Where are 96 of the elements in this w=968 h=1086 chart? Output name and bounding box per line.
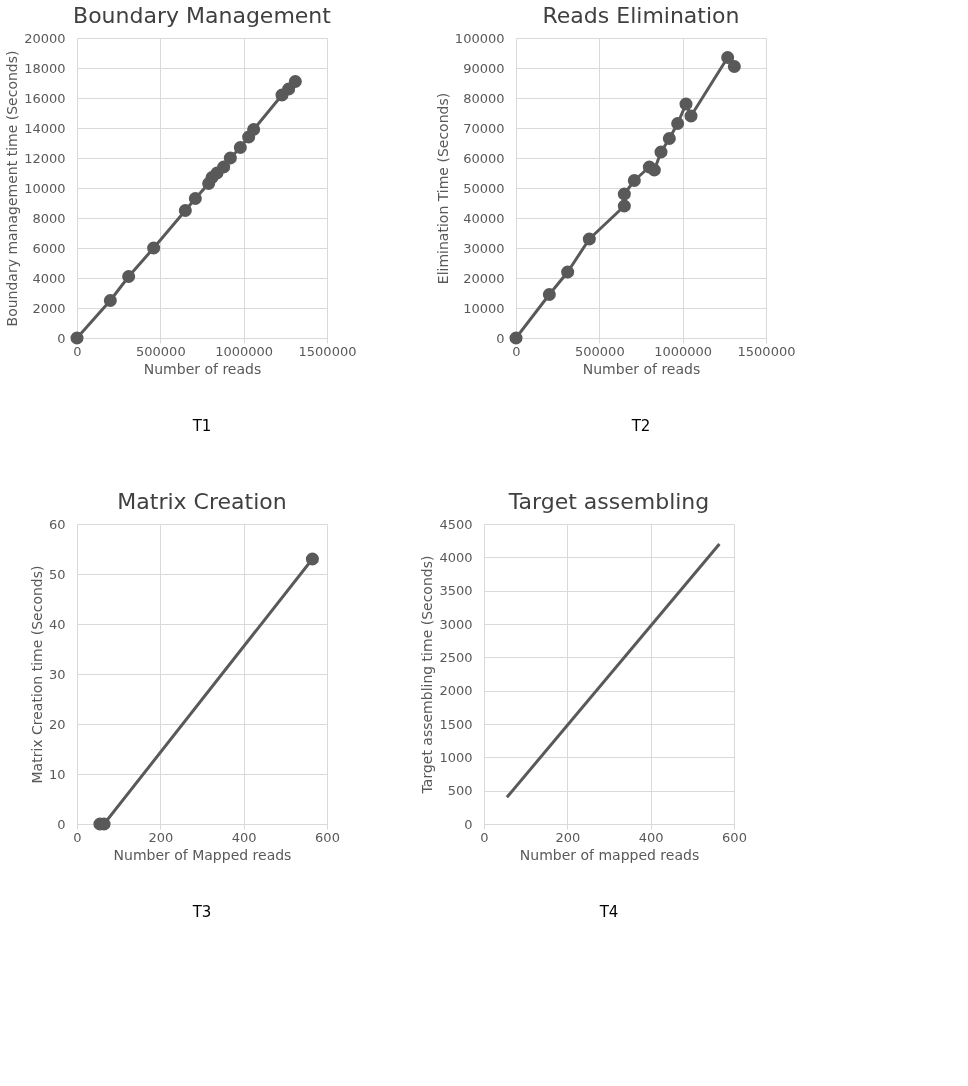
x-axis-title: Number of mapped reads	[519, 846, 700, 863]
x-tick-label: 1000000	[215, 343, 274, 359]
y-tick-label: 0	[57, 330, 66, 346]
y-tick-label: 20000	[24, 30, 66, 46]
y-tick-label: 2000	[439, 683, 473, 699]
point	[617, 187, 631, 201]
x-tick-label: 1500000	[298, 343, 357, 359]
text: T3	[191, 903, 212, 921]
text: T4	[598, 903, 619, 921]
x-tick-label: 0	[73, 829, 82, 845]
text: T1	[191, 417, 212, 435]
y-tick-label: 4000	[439, 549, 473, 565]
chart-title: Matrix Creation	[117, 489, 287, 514]
x-axis-title: Number of Mapped reads	[113, 846, 292, 863]
chart-title: Reads Elimination	[542, 3, 740, 28]
y-tick-label: 30	[48, 666, 66, 682]
y-tick-label: 0	[57, 816, 66, 832]
y-tick-label: 3000	[439, 616, 473, 632]
x-tick-label: 1500000	[737, 343, 796, 359]
point	[122, 269, 136, 284]
text: T2	[630, 417, 651, 435]
x-tick-label: 1000000	[654, 343, 713, 359]
x-axis-title: Number of reads	[143, 360, 262, 377]
chart-title: Boundary Management	[73, 3, 332, 28]
y-tick-label: 10	[48, 766, 66, 782]
point	[679, 97, 693, 111]
y-tick-label: 8000	[32, 210, 66, 226]
point	[662, 131, 676, 146]
y-tick-label: 40	[48, 616, 66, 632]
y-tick-label: 20000	[463, 270, 505, 286]
point	[727, 59, 741, 74]
point	[217, 160, 231, 174]
y-tick-label: 500	[447, 783, 473, 799]
x-tick-label: 200	[148, 829, 174, 845]
point	[223, 151, 237, 165]
y-tick-label: 2500	[439, 649, 473, 665]
point	[647, 163, 661, 177]
y-tick-label: 2000	[32, 300, 66, 316]
point	[147, 241, 161, 255]
y-tick-label: 20	[48, 716, 66, 732]
point	[582, 232, 596, 246]
y-tick-label: 0	[464, 816, 473, 832]
x-tick-label: 500000	[136, 343, 186, 359]
x-tick-label: 400	[231, 829, 257, 845]
y-tick-label: 16000	[24, 90, 66, 106]
y-tick-label: 10000	[463, 300, 505, 316]
x-tick-label: 600	[315, 829, 340, 845]
point	[684, 109, 698, 123]
point	[627, 173, 641, 188]
y-tick-label: 14000	[24, 120, 66, 136]
point	[178, 203, 192, 218]
y-tick-label: 90000	[463, 60, 505, 76]
x-tick-label: 600	[722, 829, 747, 845]
point	[721, 50, 735, 65]
x-tick-label: 200	[555, 829, 581, 845]
y-tick-label: 0	[496, 330, 505, 346]
x-tick-label: 0	[512, 343, 521, 359]
y-axis-title: Elimination Time (Seconds)	[434, 92, 451, 285]
point	[654, 145, 668, 159]
point	[288, 74, 302, 89]
y-tick-label: 4000	[32, 270, 66, 286]
point	[617, 199, 631, 213]
point	[233, 140, 247, 155]
y-tick-label: 30000	[463, 240, 505, 256]
point	[561, 265, 575, 279]
point	[671, 116, 685, 131]
y-tick-label: 18000	[24, 60, 66, 76]
point	[188, 191, 202, 206]
point	[103, 293, 117, 308]
y-axis-title: Matrix Creation time (Seconds)	[28, 565, 45, 784]
y-axis-title: Target assembling time (Seconds)	[419, 555, 436, 795]
y-tick-label: 12000	[24, 150, 66, 166]
y-tick-label: 6000	[32, 240, 66, 256]
x-tick-label: 0	[73, 343, 82, 359]
y-tick-label: 80000	[463, 90, 505, 106]
y-tick-label: 100000	[454, 30, 505, 46]
y-tick-label: 40000	[463, 210, 505, 226]
y-tick-label: 1000	[439, 749, 473, 765]
y-tick-label: 60	[48, 516, 66, 532]
point	[247, 122, 261, 137]
y-tick-label: 3500	[439, 583, 473, 599]
chart-title: Target assembling	[507, 489, 710, 514]
x-tick-label: 400	[638, 829, 664, 845]
point	[70, 331, 84, 345]
y-tick-label: 50	[48, 566, 66, 582]
x-axis-title: Number of reads	[582, 360, 701, 377]
y-tick-label: 70000	[463, 120, 505, 136]
y-tick-label: 10000	[24, 180, 66, 196]
y-tick-label: 1500	[439, 716, 473, 732]
y-tick-label: 60000	[463, 150, 505, 166]
y-tick-label: 50000	[463, 180, 505, 196]
point	[509, 331, 523, 345]
point	[542, 287, 556, 302]
x-tick-label: 500000	[575, 343, 625, 359]
y-axis-title: Boundary management time (Seconds)	[4, 50, 21, 327]
y-tick-label: 4500	[439, 516, 473, 532]
